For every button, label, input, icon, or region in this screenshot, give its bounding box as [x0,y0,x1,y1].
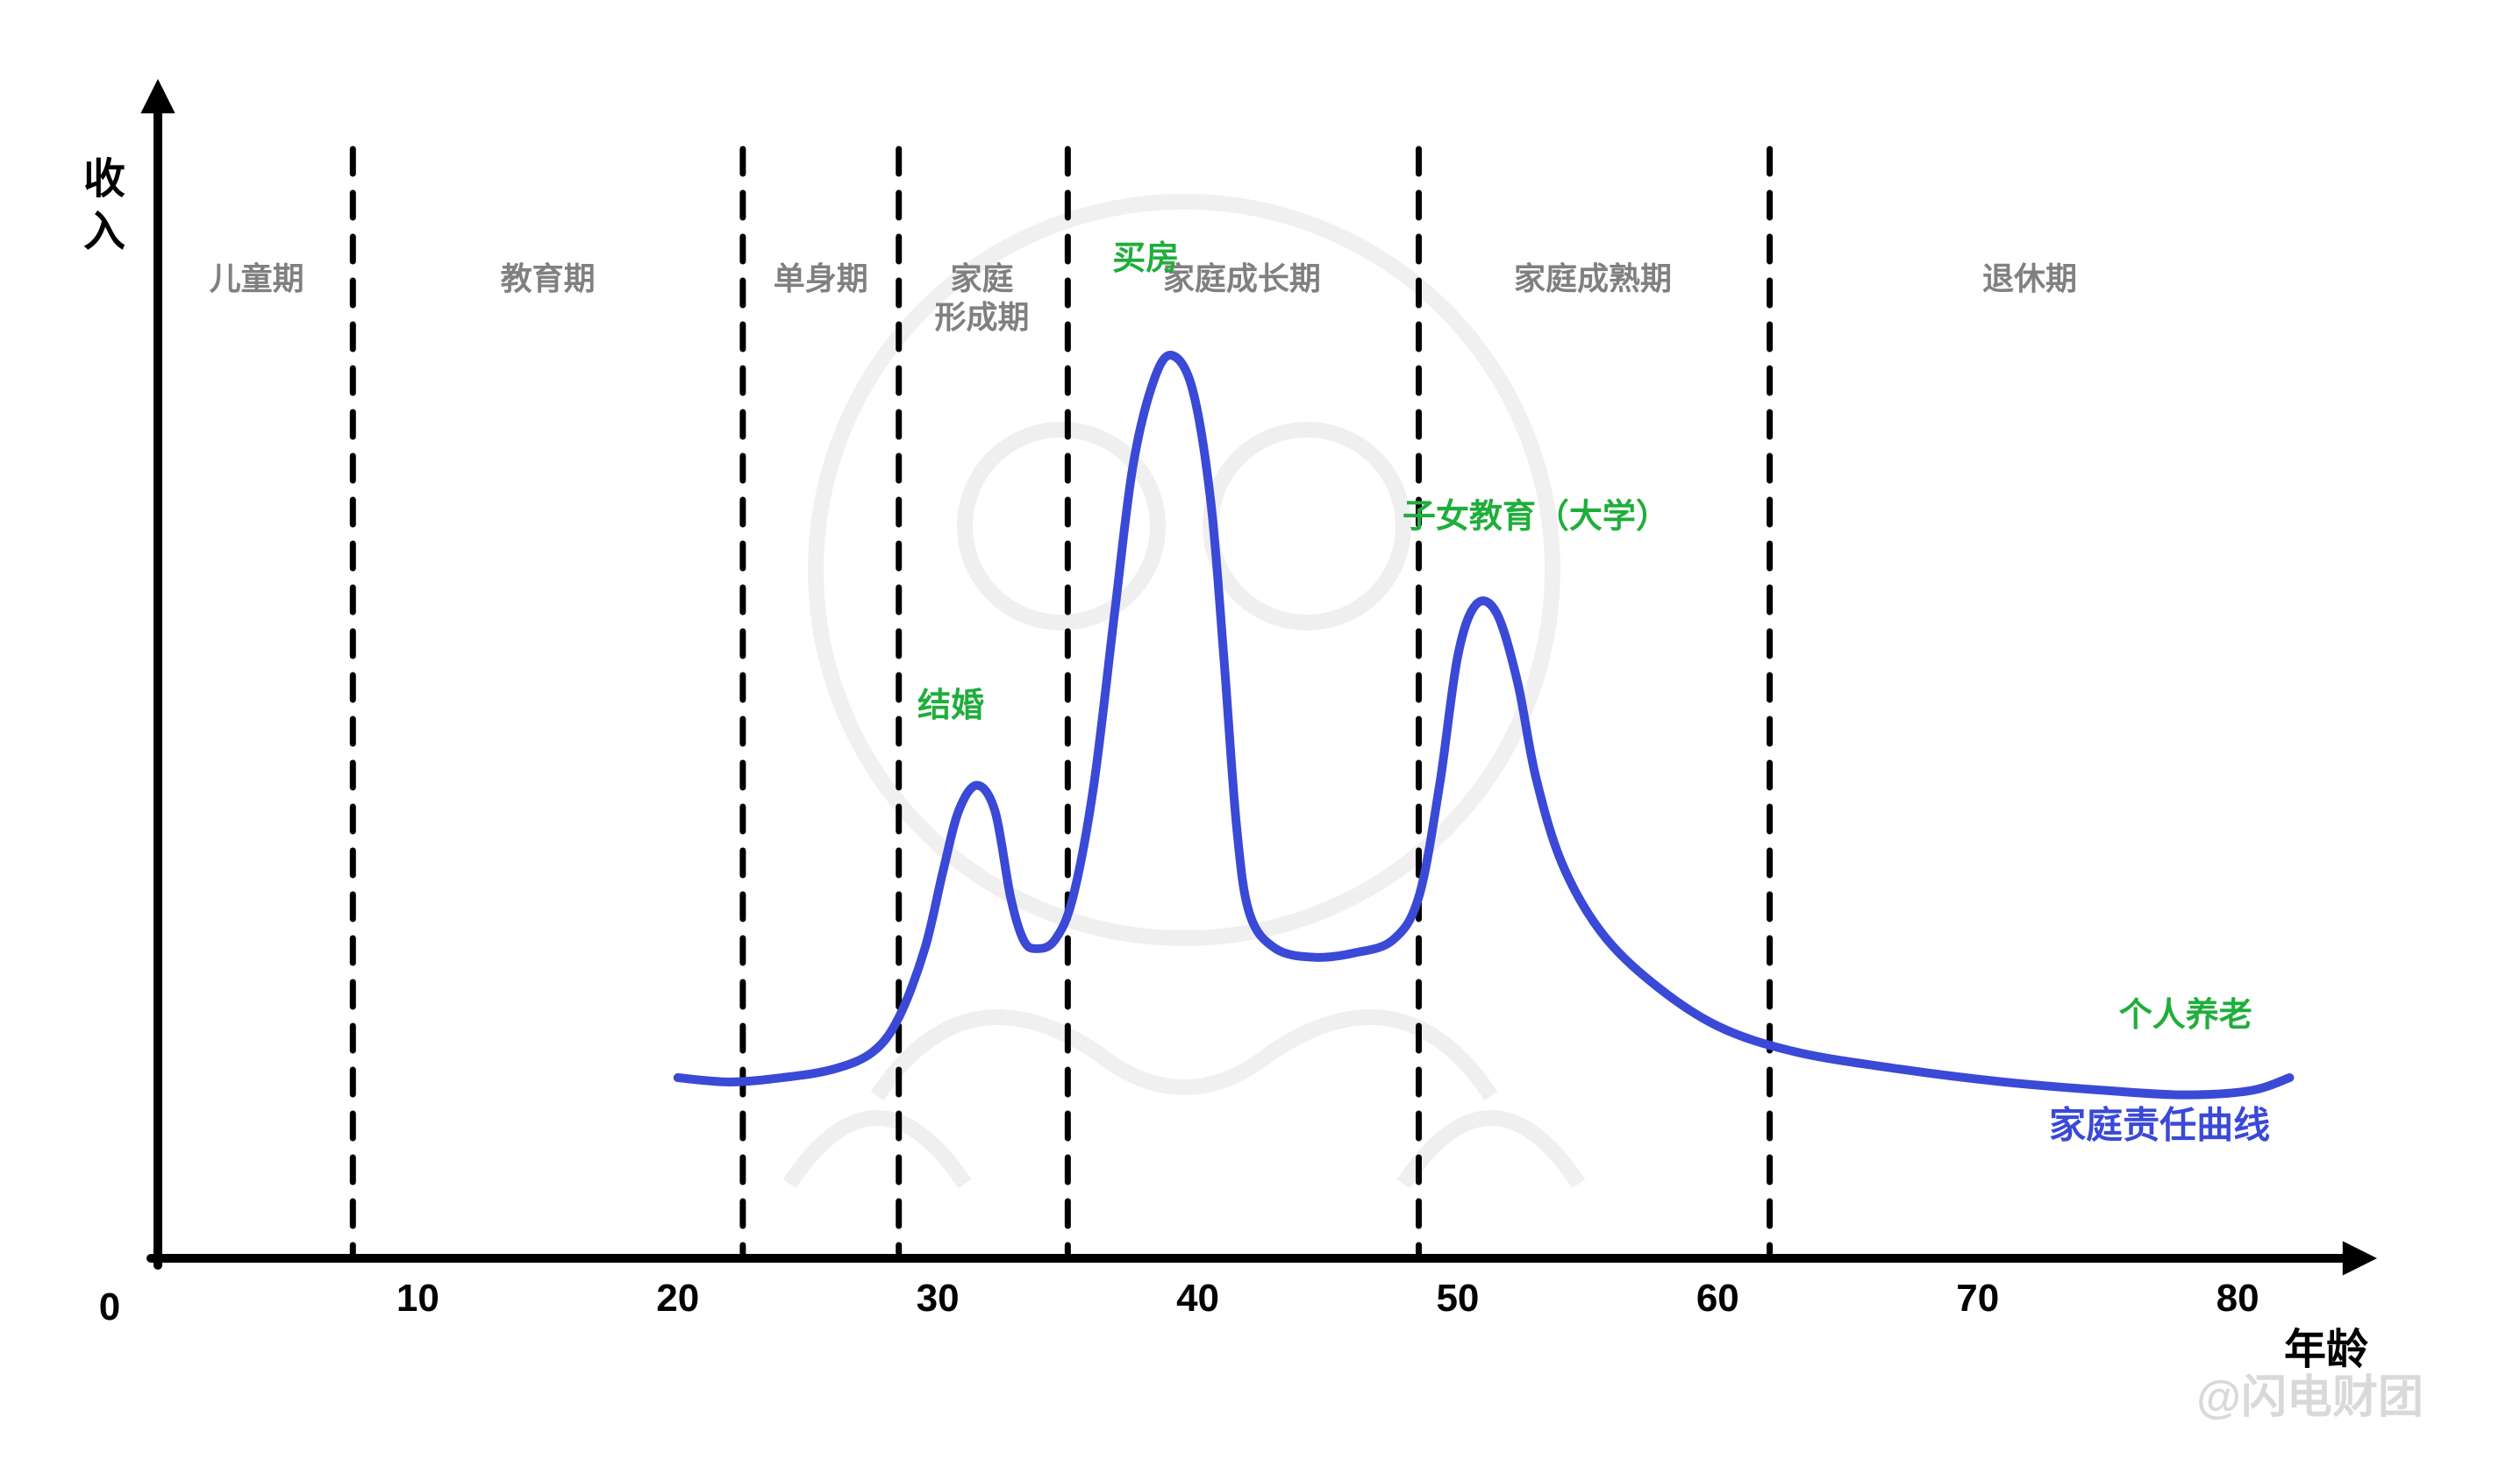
svg-text:儿童期: 儿童期 [210,260,304,296]
svg-text:70: 70 [1956,1277,1999,1320]
x-axis-title: 年龄 [2284,1327,2368,1373]
svg-text:家庭形成期: 家庭形成期 [935,260,1030,335]
svg-text:家庭成长期: 家庭成长期 [1163,260,1321,296]
y-axis-title: 收入 [83,156,125,255]
curve-name-label: 家庭责任曲线 [2049,1105,2270,1146]
svg-text:20: 20 [656,1277,699,1320]
svg-text:家庭成熟期: 家庭成熟期 [1514,260,1672,296]
svg-text:教育期: 教育期 [501,260,596,296]
axes [140,79,2377,1276]
svg-text:60: 60 [1696,1277,1739,1320]
svg-text:40: 40 [1176,1277,1219,1320]
watermark-text: @闪电财团 [2196,1372,2424,1423]
x-axis-ticks: 10 20 30 40 50 60 70 80 [396,1277,2259,1320]
watermark-graphic [789,202,1579,1184]
axis-origin-label: 0 [99,1285,120,1328]
svg-text:10: 10 [396,1277,439,1320]
svg-text:50: 50 [1436,1277,1479,1320]
life-responsibility-chart: 儿童期 教育期 单身期 家庭形成期 家庭成长期 家庭成熟期 退休期 结婚 买房子女教育（大学）… [0,0,2520,1474]
phase-dividers [353,149,1769,1253]
svg-text:买房: 买房 [1112,240,1179,277]
svg-text:30: 30 [917,1277,960,1320]
svg-text:单身期: 单身期 [774,260,868,296]
svg-text:80: 80 [2217,1277,2259,1320]
svg-text:结婚: 结婚 [917,687,984,724]
svg-text:退休期: 退休期 [1982,260,2077,296]
responsibility-curve [678,355,2290,1095]
svg-text:个人养老: 个人养老 [2119,997,2252,1034]
svg-text:子女教育（大学）: 子女教育（大学） [1403,497,1669,535]
